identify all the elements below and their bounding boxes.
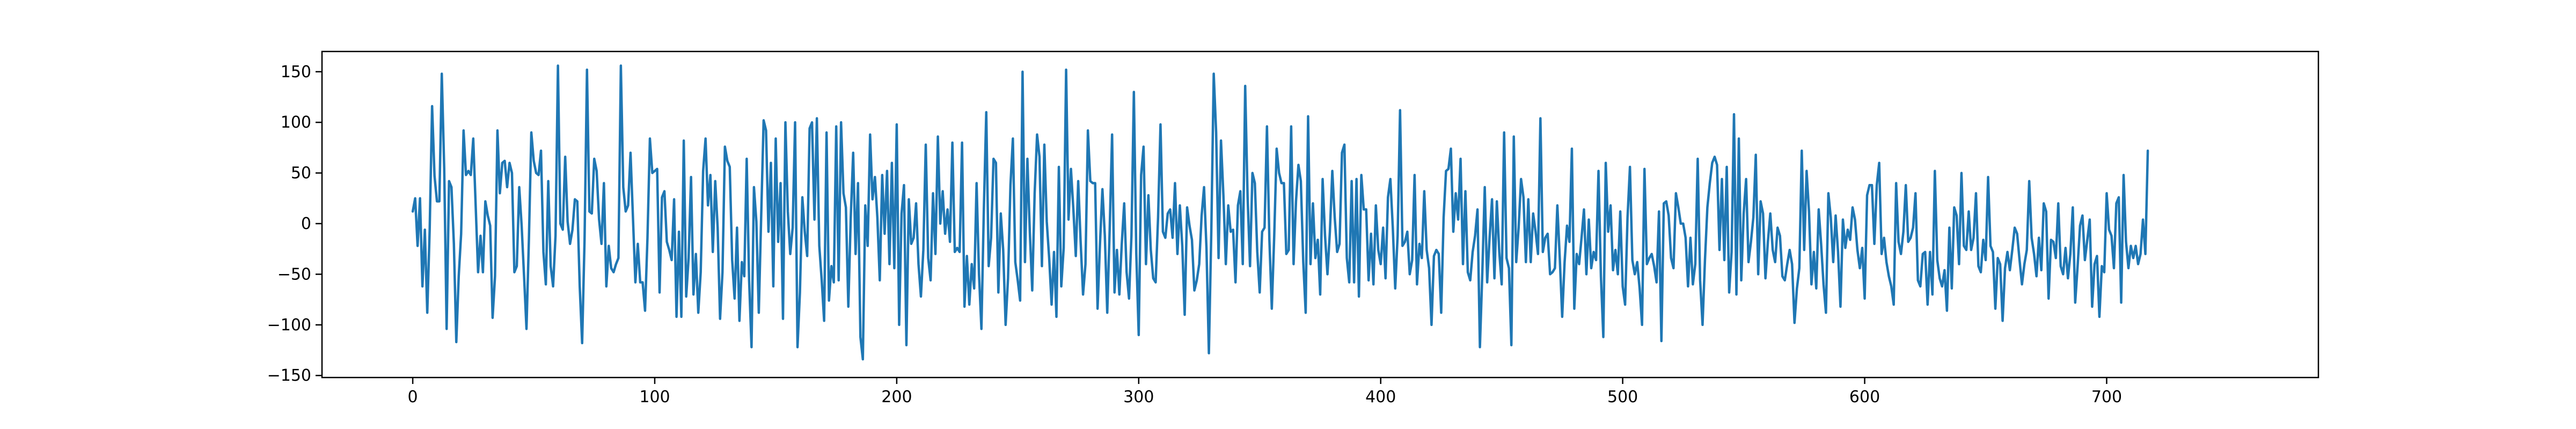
x-tick-label: 600 bbox=[1849, 388, 1880, 406]
series-line bbox=[411, 64, 2149, 361]
x-tick-label: 200 bbox=[881, 388, 912, 406]
y-tick-label: 150 bbox=[281, 63, 311, 82]
y-tick-label: −50 bbox=[277, 265, 311, 284]
y-tick-label: −150 bbox=[267, 366, 311, 385]
plot-frame bbox=[321, 50, 2319, 379]
y-tick-label: −100 bbox=[267, 316, 311, 335]
x-tick-label: 700 bbox=[2091, 388, 2122, 406]
x-tick-label: 300 bbox=[1123, 388, 1154, 406]
x-tick-label: 500 bbox=[1607, 388, 1638, 406]
x-tick-label: 0 bbox=[408, 388, 418, 406]
y-tick-label: 50 bbox=[291, 164, 311, 183]
y-tick-label: 0 bbox=[301, 214, 311, 233]
y-tick-label: 100 bbox=[281, 113, 311, 132]
x-tick-label: 100 bbox=[639, 388, 670, 406]
axis-ticks: 0 100 200 300 400 500 600 700 −150 −100 −50 0 50 100 1… bbox=[267, 63, 2122, 406]
x-tick-label: 400 bbox=[1365, 388, 1396, 406]
